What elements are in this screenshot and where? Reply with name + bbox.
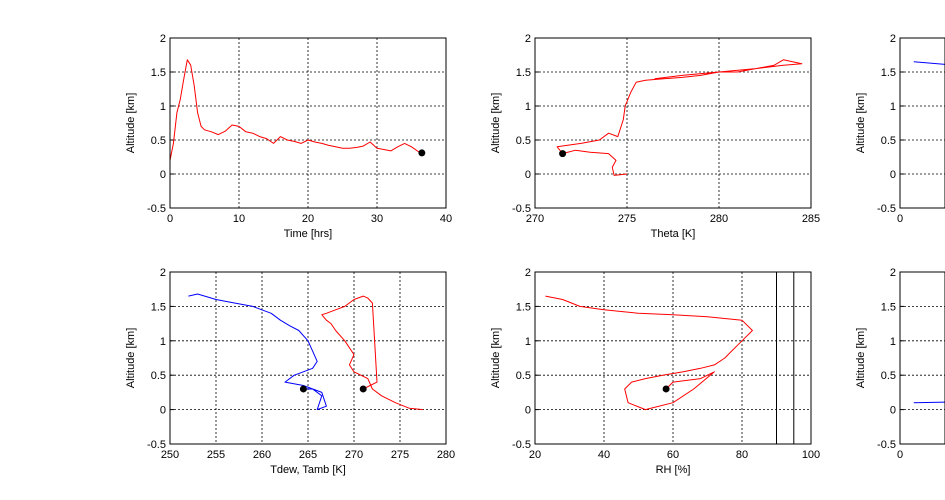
- x-tick-label: 255: [207, 449, 225, 461]
- y-tick-label: 1.5: [516, 67, 531, 79]
- x-tick-label: 270: [345, 449, 363, 461]
- y-axis-label: Altitude [km]: [490, 93, 502, 154]
- x-tick-label: 280: [437, 449, 455, 461]
- chart-panel-2: -0.5 0 0.5 1 1.5 2 270 275 280 285 Theta [K] Altitu…: [490, 33, 820, 240]
- y-tick-label: -0.5: [147, 439, 166, 451]
- y-tick-label: 1.5: [881, 301, 896, 313]
- x-tick-label: 20: [302, 213, 314, 225]
- x-tick-label: 40: [598, 449, 610, 461]
- y-tick-label: -0.5: [877, 439, 896, 451]
- y-tick-label: -0.5: [147, 203, 166, 215]
- y-tick-label: 2: [890, 33, 896, 45]
- x-axis-label: Theta [K]: [651, 228, 696, 240]
- y-tick-label: 1: [525, 101, 531, 113]
- series-line-1: [556, 59, 803, 176]
- y-tick-label: 0.5: [881, 135, 896, 147]
- series-line-1: [170, 59, 423, 161]
- end-point-marker: [418, 149, 426, 157]
- x-tick-label: 275: [618, 213, 636, 225]
- y-tick-label: 0.5: [151, 370, 166, 382]
- x-tick-label: 275: [391, 449, 409, 461]
- series-line-2: [321, 295, 424, 411]
- x-tick-label: 0: [897, 213, 903, 225]
- x-tick-label: 100: [802, 449, 820, 461]
- x-tick-label: 0: [897, 449, 903, 461]
- y-tick-label: 1.5: [151, 301, 166, 313]
- y-tick-label: -0.5: [877, 203, 896, 215]
- x-tick-label: 20: [529, 449, 541, 461]
- y-tick-label: 2: [525, 267, 531, 279]
- y-tick-label: 1: [890, 336, 896, 348]
- x-tick-label: 250: [161, 449, 179, 461]
- series-line-1: [188, 293, 327, 411]
- x-tick-label: 30: [371, 213, 383, 225]
- y-tick-label: 0.5: [881, 370, 896, 382]
- x-axis-label: RH [%]: [656, 464, 691, 476]
- x-tick-label: 60: [667, 449, 679, 461]
- end-point-marker: [299, 385, 307, 393]
- y-tick-label: 1.5: [516, 301, 531, 313]
- y-tick-label: 2: [160, 33, 166, 45]
- axes-frame: [169, 271, 447, 445]
- end-point-marker: [359, 385, 367, 393]
- x-tick-label: 265: [299, 449, 317, 461]
- y-axis-label: Altitude [km]: [855, 93, 867, 154]
- x-axis-label: Tdew, Tamb [K]: [270, 464, 346, 476]
- y-tick-label: 0.5: [151, 135, 166, 147]
- y-tick-label: 2: [525, 33, 531, 45]
- x-tick-label: 40: [440, 213, 452, 225]
- y-tick-label: 1.5: [881, 67, 896, 79]
- plot-area: [900, 272, 945, 444]
- x-tick-label: 260: [253, 449, 271, 461]
- y-tick-label: 1: [160, 101, 166, 113]
- y-tick-label: 1: [890, 101, 896, 113]
- y-axis-label: Altitude [km]: [490, 328, 502, 389]
- end-point-marker: [559, 150, 567, 158]
- plot-area: [535, 38, 811, 208]
- axes-frame: [899, 271, 945, 445]
- axes-frame: [534, 271, 812, 445]
- y-tick-label: 0: [160, 405, 166, 417]
- y-axis-label: Altitude [km]: [125, 93, 137, 154]
- y-tick-label: 1: [160, 336, 166, 348]
- axes-frame: [534, 37, 812, 209]
- y-tick-label: 0.5: [516, 135, 531, 147]
- y-tick-label: 0.5: [516, 370, 531, 382]
- axes-frame: [899, 37, 945, 209]
- x-tick-label: 285: [802, 213, 820, 225]
- y-tick-label: 0: [890, 405, 896, 417]
- y-tick-label: 0: [160, 169, 166, 181]
- end-point-marker: [662, 385, 670, 393]
- y-tick-label: 0: [525, 169, 531, 181]
- y-tick-label: 2: [890, 267, 896, 279]
- y-tick-label: 0: [890, 169, 896, 181]
- x-tick-label: 280: [710, 213, 728, 225]
- y-tick-label: -0.5: [512, 439, 531, 451]
- y-tick-label: 0: [525, 405, 531, 417]
- y-tick-label: -0.5: [512, 203, 531, 215]
- x-tick-label: 270: [526, 213, 544, 225]
- chart-panel-5: -0.5 0 0.5 1 1.5 2 20 40 60 80 100 RH [%] Altitude […: [490, 267, 820, 476]
- axes-frame: [169, 37, 447, 209]
- plot-area: [900, 38, 945, 208]
- y-tick-label: 1.5: [151, 67, 166, 79]
- x-tick-label: 0: [167, 213, 173, 225]
- x-tick-label: 80: [736, 449, 748, 461]
- series-line-1: [913, 61, 945, 65]
- y-axis-label: Altitude [km]: [855, 328, 867, 389]
- y-tick-label: 2: [160, 267, 166, 279]
- series-line-1: [545, 295, 753, 411]
- x-tick-label: 10: [233, 213, 245, 225]
- y-axis-label: Altitude [km]: [125, 328, 137, 389]
- x-axis-label: Time [hrs]: [284, 228, 333, 240]
- y-tick-label: 1: [525, 336, 531, 348]
- chart-panel-4: -0.5 0 0.5 1 1.5 2 250 255 260 265 270 275 280 Tdew, …: [125, 267, 455, 476]
